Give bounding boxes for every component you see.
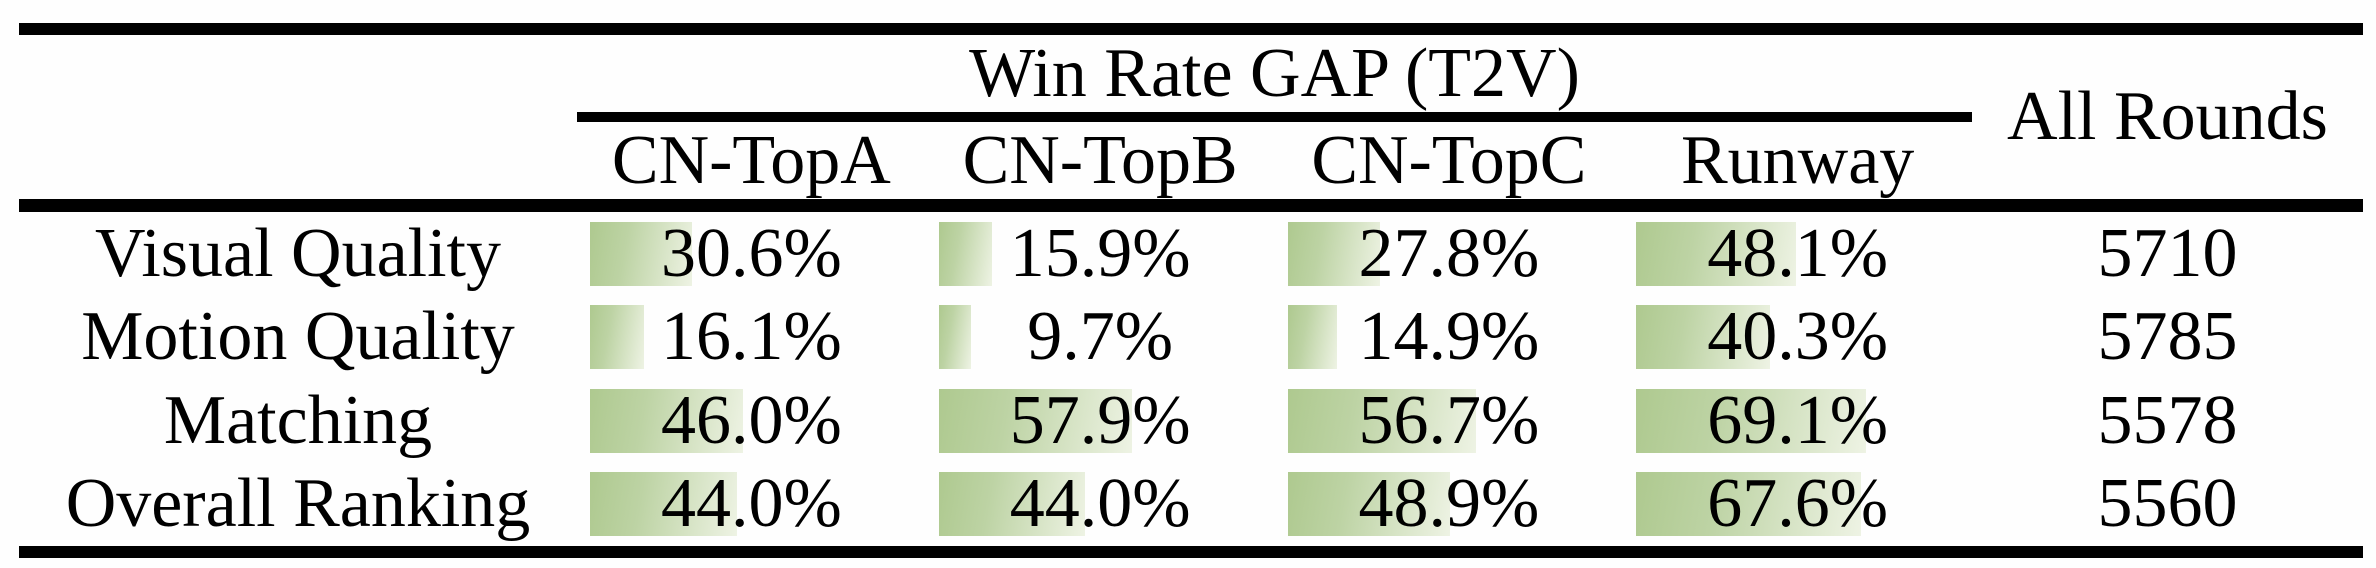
column-header-cn-topa: CN-TopA [611, 121, 891, 199]
column-header-cn-topc: CN-TopC [1311, 121, 1587, 199]
table-bottom-rule [19, 546, 2363, 558]
win-rate-value: 48.9% [1358, 465, 1540, 543]
data-cell: 44.0% [926, 463, 1275, 547]
table-row-matching: Matching 46.0% 57.9% 56.7% 69.1% 5578 [19, 379, 2363, 463]
data-cell: 48.1% [1623, 212, 1972, 296]
win-rate-value: 16.1% [660, 298, 842, 376]
data-cell: 15.9% [926, 212, 1275, 296]
data-cell: 30.6% [577, 212, 926, 296]
win-rate-value: 15.9% [1009, 214, 1191, 292]
win-rate-bar [590, 221, 692, 286]
win-rate-bar [1287, 472, 1451, 537]
group-header-win-rate-gap: Win Rate GAP (T2V) [969, 34, 1580, 112]
win-rate-value: 69.1% [1707, 381, 1889, 459]
header-bottom-rule [19, 199, 2363, 212]
table-row-motion-quality: Motion Quality 16.1% 9.7% 14.9% 40.3% 57… [19, 296, 2363, 380]
win-rate-bar [1287, 305, 1338, 370]
table-body: Visual Quality 30.6% 15.9% 27.8% 48.1% 5… [19, 212, 2363, 546]
win-rate-bar [1287, 388, 1477, 453]
win-rate-value: 56.7% [1358, 381, 1540, 459]
win-rate-value: 40.3% [1707, 298, 1889, 376]
table-row-overall-ranking: Overall Ranking 44.0% 44.0% 48.9% 67.6% … [19, 463, 2363, 547]
row-label: Visual Quality [94, 214, 502, 292]
win-rate-value: 44.0% [1009, 465, 1191, 543]
column-header-row: CN-TopA CN-TopB CN-TopC Runway [577, 122, 1972, 199]
win-rate-bar [938, 305, 972, 370]
all-rounds-value: 5785 [2097, 298, 2238, 376]
data-cell: 9.7% [926, 296, 1275, 380]
win-rate-value: 9.7% [1027, 298, 1174, 376]
data-cell: 14.9% [1275, 296, 1624, 380]
win-rate-value: 67.6% [1707, 465, 1889, 543]
win-rate-bar [590, 305, 644, 370]
table-row-visual-quality: Visual Quality 30.6% 15.9% 27.8% 48.1% 5… [19, 212, 2363, 296]
win-rate-bar [1287, 221, 1381, 286]
data-cell: 57.9% [926, 379, 1275, 463]
win-rate-bar [1636, 221, 1797, 286]
data-cell: 44.0% [577, 463, 926, 547]
data-cell: 40.3% [1623, 296, 1972, 380]
table-top-rule [19, 23, 2363, 35]
win-rate-bar [938, 221, 992, 286]
win-rate-bar [938, 472, 1086, 537]
column-header-runway: Runway [1680, 121, 1915, 199]
column-header-all-rounds: All Rounds [2007, 78, 2328, 155]
win-rate-value: 27.8% [1358, 214, 1540, 292]
group-header-underline [577, 112, 1972, 122]
win-rate-bar [590, 472, 737, 537]
win-rate-bar [1636, 305, 1771, 370]
data-cell: 48.9% [1275, 463, 1624, 547]
row-label: Motion Quality [81, 298, 515, 376]
win-rate-value: 44.0% [660, 465, 842, 543]
data-cell: 56.7% [1275, 379, 1624, 463]
win-rate-value: 30.6% [660, 214, 842, 292]
data-cell: 69.1% [1623, 379, 1972, 463]
win-rate-bar [1636, 472, 1862, 537]
win-rate-value: 48.1% [1707, 214, 1889, 292]
all-rounds-value: 5710 [2097, 214, 2238, 292]
win-rate-bar [938, 388, 1132, 453]
row-label: Overall Ranking [65, 465, 531, 543]
data-cell: 16.1% [577, 296, 926, 380]
all-rounds-value: 5578 [2097, 381, 2238, 459]
data-cell: 46.0% [577, 379, 926, 463]
data-cell: 27.8% [1275, 212, 1624, 296]
row-label: Matching [163, 381, 433, 459]
win-rate-value: 46.0% [660, 381, 842, 459]
win-rate-bar [590, 388, 744, 453]
all-rounds-value: 5560 [2097, 465, 2238, 543]
win-rate-value: 14.9% [1358, 298, 1540, 376]
win-rate-bar [1636, 388, 1867, 453]
data-cell: 67.6% [1623, 463, 1972, 547]
column-header-cn-topb: CN-TopB [962, 121, 1238, 199]
win-rate-value: 57.9% [1009, 381, 1191, 459]
